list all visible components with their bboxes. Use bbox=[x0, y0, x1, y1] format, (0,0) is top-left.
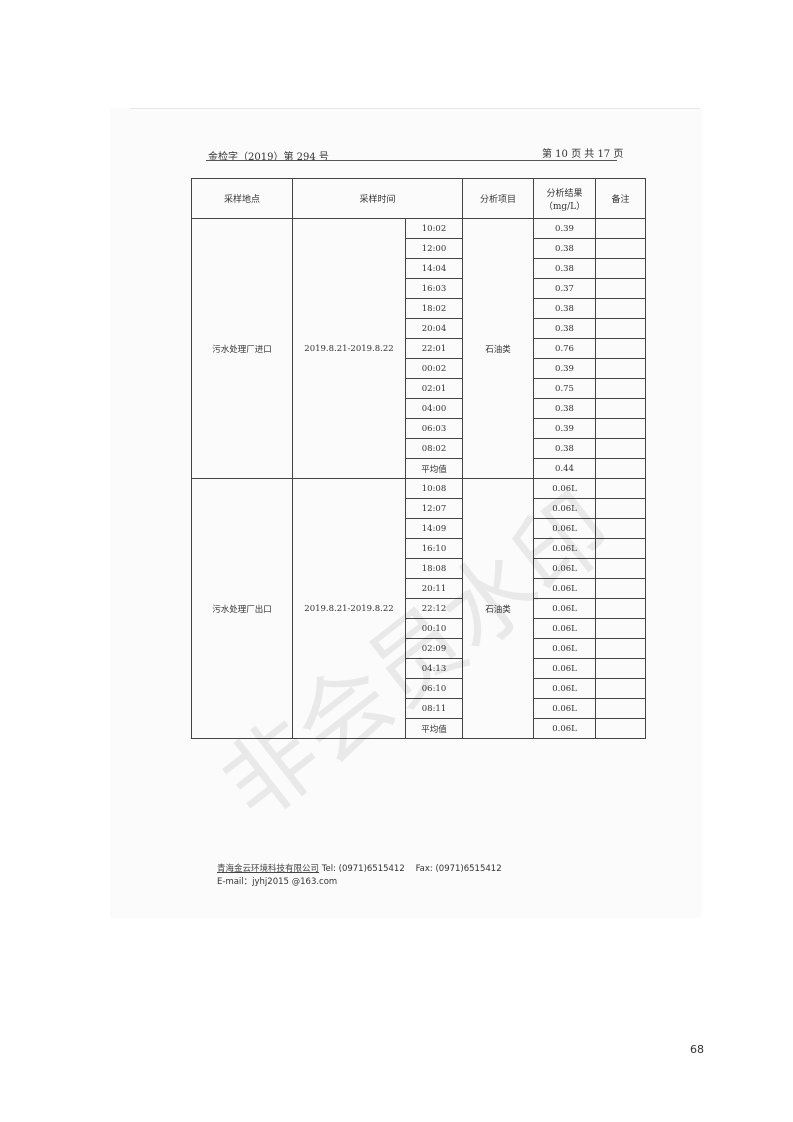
company-name: 青海金云环境科技有限公司 bbox=[217, 864, 320, 874]
table-row: 14:09 0.06L bbox=[192, 518, 646, 539]
result-cell: 0.38 bbox=[533, 438, 596, 459]
table-row: 18:08 0.06L bbox=[192, 558, 646, 579]
time-cell: 02:01 bbox=[405, 378, 463, 399]
scan-edge-line bbox=[130, 108, 700, 109]
table-row: 12:07 0.06L bbox=[192, 498, 646, 519]
result-cell: 0.76 bbox=[533, 338, 596, 359]
table-row: 20:11 0.06L bbox=[192, 578, 646, 599]
tel: Tel: (0971)6515412 bbox=[321, 864, 405, 874]
remark-cell bbox=[595, 698, 646, 719]
table-row: 06:10 0.06L bbox=[192, 678, 646, 699]
table-row: 18:02 0.38 bbox=[192, 298, 646, 319]
time-cell: 20:04 bbox=[405, 318, 463, 339]
time-cell: 平均值 bbox=[405, 718, 463, 739]
result-cell: 0.38 bbox=[533, 318, 596, 339]
col-location: 采样地点 bbox=[191, 178, 293, 219]
time-cell: 08:02 bbox=[405, 438, 463, 459]
date-cell: 2019.8.21-2019.8.22 bbox=[292, 218, 406, 479]
remark-cell bbox=[595, 278, 646, 299]
item-cell: 石油类 bbox=[462, 218, 534, 479]
table-row: 16:10 0.06L bbox=[192, 538, 646, 559]
col-remark: 备注 bbox=[595, 178, 646, 219]
result-cell: 0.38 bbox=[533, 298, 596, 319]
table-row: 16:03 0.37 bbox=[192, 278, 646, 299]
remark-cell bbox=[595, 598, 646, 619]
fax: Fax: (0971)6515412 bbox=[415, 864, 502, 874]
location-cell: 污水处理厂进口 bbox=[191, 218, 293, 479]
table-row: 22:12 0.06L bbox=[192, 598, 646, 619]
table-row: 00:10 0.06L bbox=[192, 618, 646, 639]
time-cell: 平均值 bbox=[405, 458, 463, 479]
remark-cell bbox=[595, 378, 646, 399]
time-cell: 12:07 bbox=[405, 498, 463, 519]
item-cell: 石油类 bbox=[462, 478, 534, 739]
remark-cell bbox=[595, 418, 646, 439]
remark-cell bbox=[595, 218, 646, 239]
col-result: 分析结果 （mg/L） bbox=[533, 178, 596, 219]
col-analysis-item: 分析项目 bbox=[462, 178, 534, 219]
result-cell: 0.39 bbox=[533, 418, 596, 439]
table-row: 平均值 0.44 bbox=[192, 458, 646, 479]
result-cell: 0.39 bbox=[533, 218, 596, 239]
table-row: 08:02 0.38 bbox=[192, 438, 646, 459]
remark-cell bbox=[595, 618, 646, 639]
result-cell: 0.06L bbox=[533, 678, 596, 699]
remark-cell bbox=[595, 358, 646, 379]
result-cell: 0.38 bbox=[533, 398, 596, 419]
time-cell: 10:08 bbox=[405, 478, 463, 499]
header-rule bbox=[206, 160, 617, 161]
table-row: 04:00 0.38 bbox=[192, 398, 646, 419]
table-row: 污水处理厂出口 2019.8.21-2019.8.22 10:08 石油类 0.06L bbox=[191, 478, 646, 739]
footer-contact: 青海金云环境科技有限公司 Tel: (0971)6515412 Fax: (09… bbox=[217, 862, 502, 874]
remark-cell bbox=[595, 678, 646, 699]
remark-cell bbox=[595, 318, 646, 339]
table-row: 污水处理厂进口 2019.8.21-2019.8.22 10:02 石油类 0.39 bbox=[191, 218, 646, 479]
result-cell: 0.75 bbox=[533, 378, 596, 399]
document-number: 金检字（2019）第 294 号 bbox=[208, 152, 329, 163]
result-cell: 0.38 bbox=[533, 258, 596, 279]
table-row: 20:04 0.38 bbox=[192, 318, 646, 339]
page-info: 第 10 页 共 17 页 bbox=[542, 149, 624, 160]
email: E-mail：jyhj2015 @163.com bbox=[217, 877, 338, 887]
page-number: 68 bbox=[690, 1043, 704, 1056]
time-cell: 14:04 bbox=[405, 258, 463, 279]
remark-cell bbox=[595, 338, 646, 359]
table-row: 02:09 0.06L bbox=[192, 638, 646, 659]
time-cell: 06:03 bbox=[405, 418, 463, 439]
remark-cell bbox=[595, 238, 646, 259]
results-table: 采样地点 采样时间 分析项目 分析结果 （mg/L） 备注 污水处理厂进口 201… bbox=[191, 178, 646, 739]
result-cell: 0.38 bbox=[533, 238, 596, 259]
time-cell: 22:01 bbox=[405, 338, 463, 359]
remark-cell bbox=[595, 638, 646, 659]
remark-cell bbox=[595, 438, 646, 459]
remark-cell bbox=[595, 718, 646, 739]
time-cell: 12:00 bbox=[405, 238, 463, 259]
time-cell: 00:02 bbox=[405, 358, 463, 379]
remark-cell bbox=[595, 498, 646, 519]
table-row: 08:11 0.06L bbox=[192, 698, 646, 719]
remark-cell bbox=[595, 658, 646, 679]
result-cell: 0.06L bbox=[533, 638, 596, 659]
table-row: 12:00 0.38 bbox=[192, 238, 646, 259]
remark-cell bbox=[595, 458, 646, 479]
result-cell: 0.06L bbox=[533, 718, 596, 739]
col-sampling-time: 采样时间 bbox=[292, 178, 463, 219]
result-cell: 0.39 bbox=[533, 358, 596, 379]
result-cell: 0.06L bbox=[533, 658, 596, 679]
remark-cell bbox=[595, 298, 646, 319]
result-cell: 0.37 bbox=[533, 278, 596, 299]
time-cell: 16:03 bbox=[405, 278, 463, 299]
time-cell: 18:02 bbox=[405, 298, 463, 319]
remark-cell bbox=[595, 258, 646, 279]
remark-cell bbox=[595, 478, 646, 499]
time-cell: 04:00 bbox=[405, 398, 463, 419]
result-cell: 0.06L bbox=[533, 698, 596, 719]
time-cell: 06:10 bbox=[405, 678, 463, 699]
location-cell: 污水处理厂出口 bbox=[191, 478, 293, 739]
time-cell: 10:02 bbox=[405, 218, 463, 239]
remark-cell bbox=[595, 398, 646, 419]
date-cell: 2019.8.21-2019.8.22 bbox=[292, 478, 406, 739]
table-row: 平均值 0.06L bbox=[192, 718, 646, 739]
